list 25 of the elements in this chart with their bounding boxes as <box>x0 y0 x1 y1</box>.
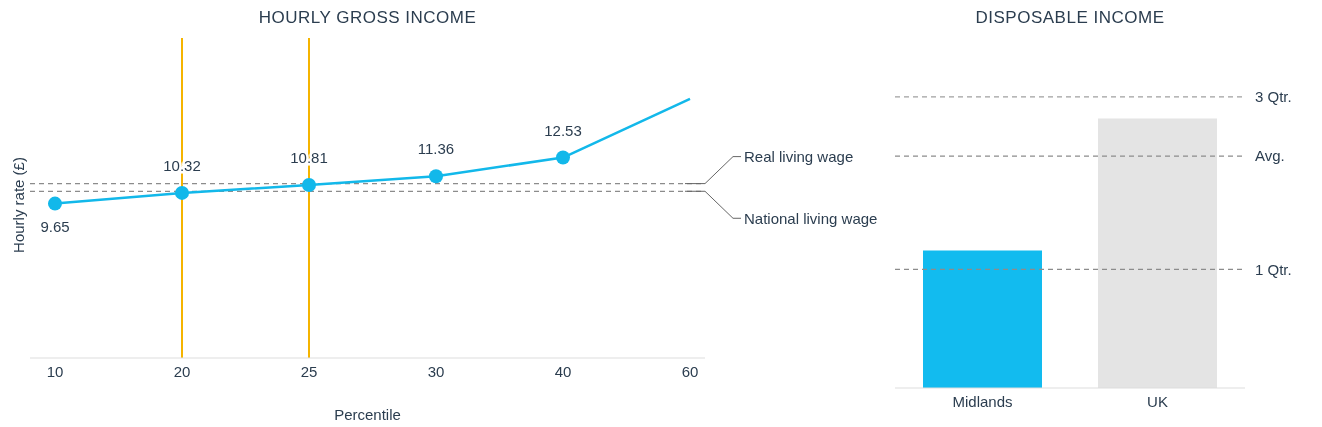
x-tick-label: 40 <box>554 362 572 380</box>
ref-line-label: National living wage <box>744 209 878 227</box>
ref-line-label: 3 Qtr. <box>1255 88 1292 106</box>
ref-line-label: 1 Qtr. <box>1255 260 1292 278</box>
x-tick-label: 60 <box>681 362 699 380</box>
point <box>175 185 189 200</box>
point <box>302 178 316 193</box>
chart-title: DISPOSABLE INCOME <box>974 8 1166 28</box>
data-label: 12.53 <box>544 121 582 139</box>
x-tick-label: 10 <box>46 362 64 380</box>
chart-title: HOURLY GROSS INCOME <box>257 8 478 28</box>
ref-line-label: Avg. <box>1255 147 1285 165</box>
x-axis-title: Percentile <box>333 406 402 423</box>
data-label: 11.36 <box>417 140 455 158</box>
x-tick-label: Midlands <box>952 392 1013 410</box>
point <box>429 169 443 184</box>
ref-line-label: Real living wage <box>744 147 854 165</box>
data-label: 9.65 <box>40 217 70 235</box>
x-tick-label: 20 <box>173 362 191 380</box>
y-axis-title: Hourly rate (£) <box>9 157 27 253</box>
x-tick-label: UK <box>1147 392 1168 410</box>
point <box>556 150 570 165</box>
x-tick-label: 30 <box>427 362 445 380</box>
point <box>48 196 62 211</box>
x-tick-label: 25 <box>300 362 318 380</box>
